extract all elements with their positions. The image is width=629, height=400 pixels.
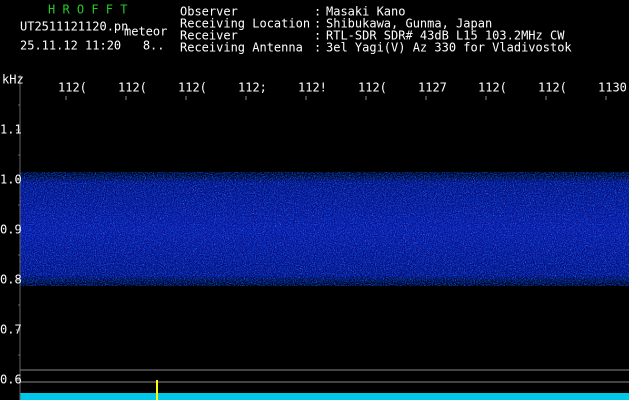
x-label: 112! [298, 81, 327, 95]
x-label: 112( [538, 81, 567, 95]
x-label: 1130 [598, 81, 627, 95]
field-label: Observer [180, 5, 238, 19]
unit-label: kHz [2, 73, 24, 87]
x-label: 112( [118, 81, 147, 95]
audio-level [20, 393, 629, 400]
file-name: UT2511121120.pn [20, 20, 128, 34]
y-label: 0.7 [0, 323, 22, 337]
x-label: 112; [238, 81, 267, 95]
field-value: 3el Yagi(V) Az 330 for Vladivostok [326, 41, 572, 55]
field-value: Masaki Kano [326, 5, 405, 19]
separator: : [314, 41, 321, 55]
x-label: 112( [58, 81, 87, 95]
noise-speckle [20, 176, 629, 282]
x-label: 112( [358, 81, 387, 95]
timestamp: 25.11.12 11:20 8.. [20, 39, 165, 53]
y-label: 1.0 [0, 173, 22, 187]
y-label: 0.9 [0, 223, 22, 237]
y-label: 1.1 [0, 123, 22, 137]
field-value: RTL-SDR SDR# 43dB L15 103.2MHz CW [326, 29, 565, 43]
separator: : [314, 5, 321, 19]
field-label: Receiver [180, 29, 238, 43]
x-label: 112( [478, 81, 507, 95]
field-value: Shibukawa, Gunma, Japan [326, 17, 492, 31]
mode: meteor [124, 25, 167, 39]
separator: : [314, 29, 321, 43]
field-label: Receiving Location [180, 17, 310, 31]
field-label: Receiving Antenna [180, 41, 303, 55]
x-label: 1127 [418, 81, 447, 95]
x-label: 112( [178, 81, 207, 95]
separator: : [314, 17, 321, 31]
spectrogram [20, 168, 629, 290]
program-name: H R O F F T [48, 3, 127, 17]
y-label: 0.8 [0, 273, 22, 287]
y-label: 0.6 [0, 373, 22, 387]
